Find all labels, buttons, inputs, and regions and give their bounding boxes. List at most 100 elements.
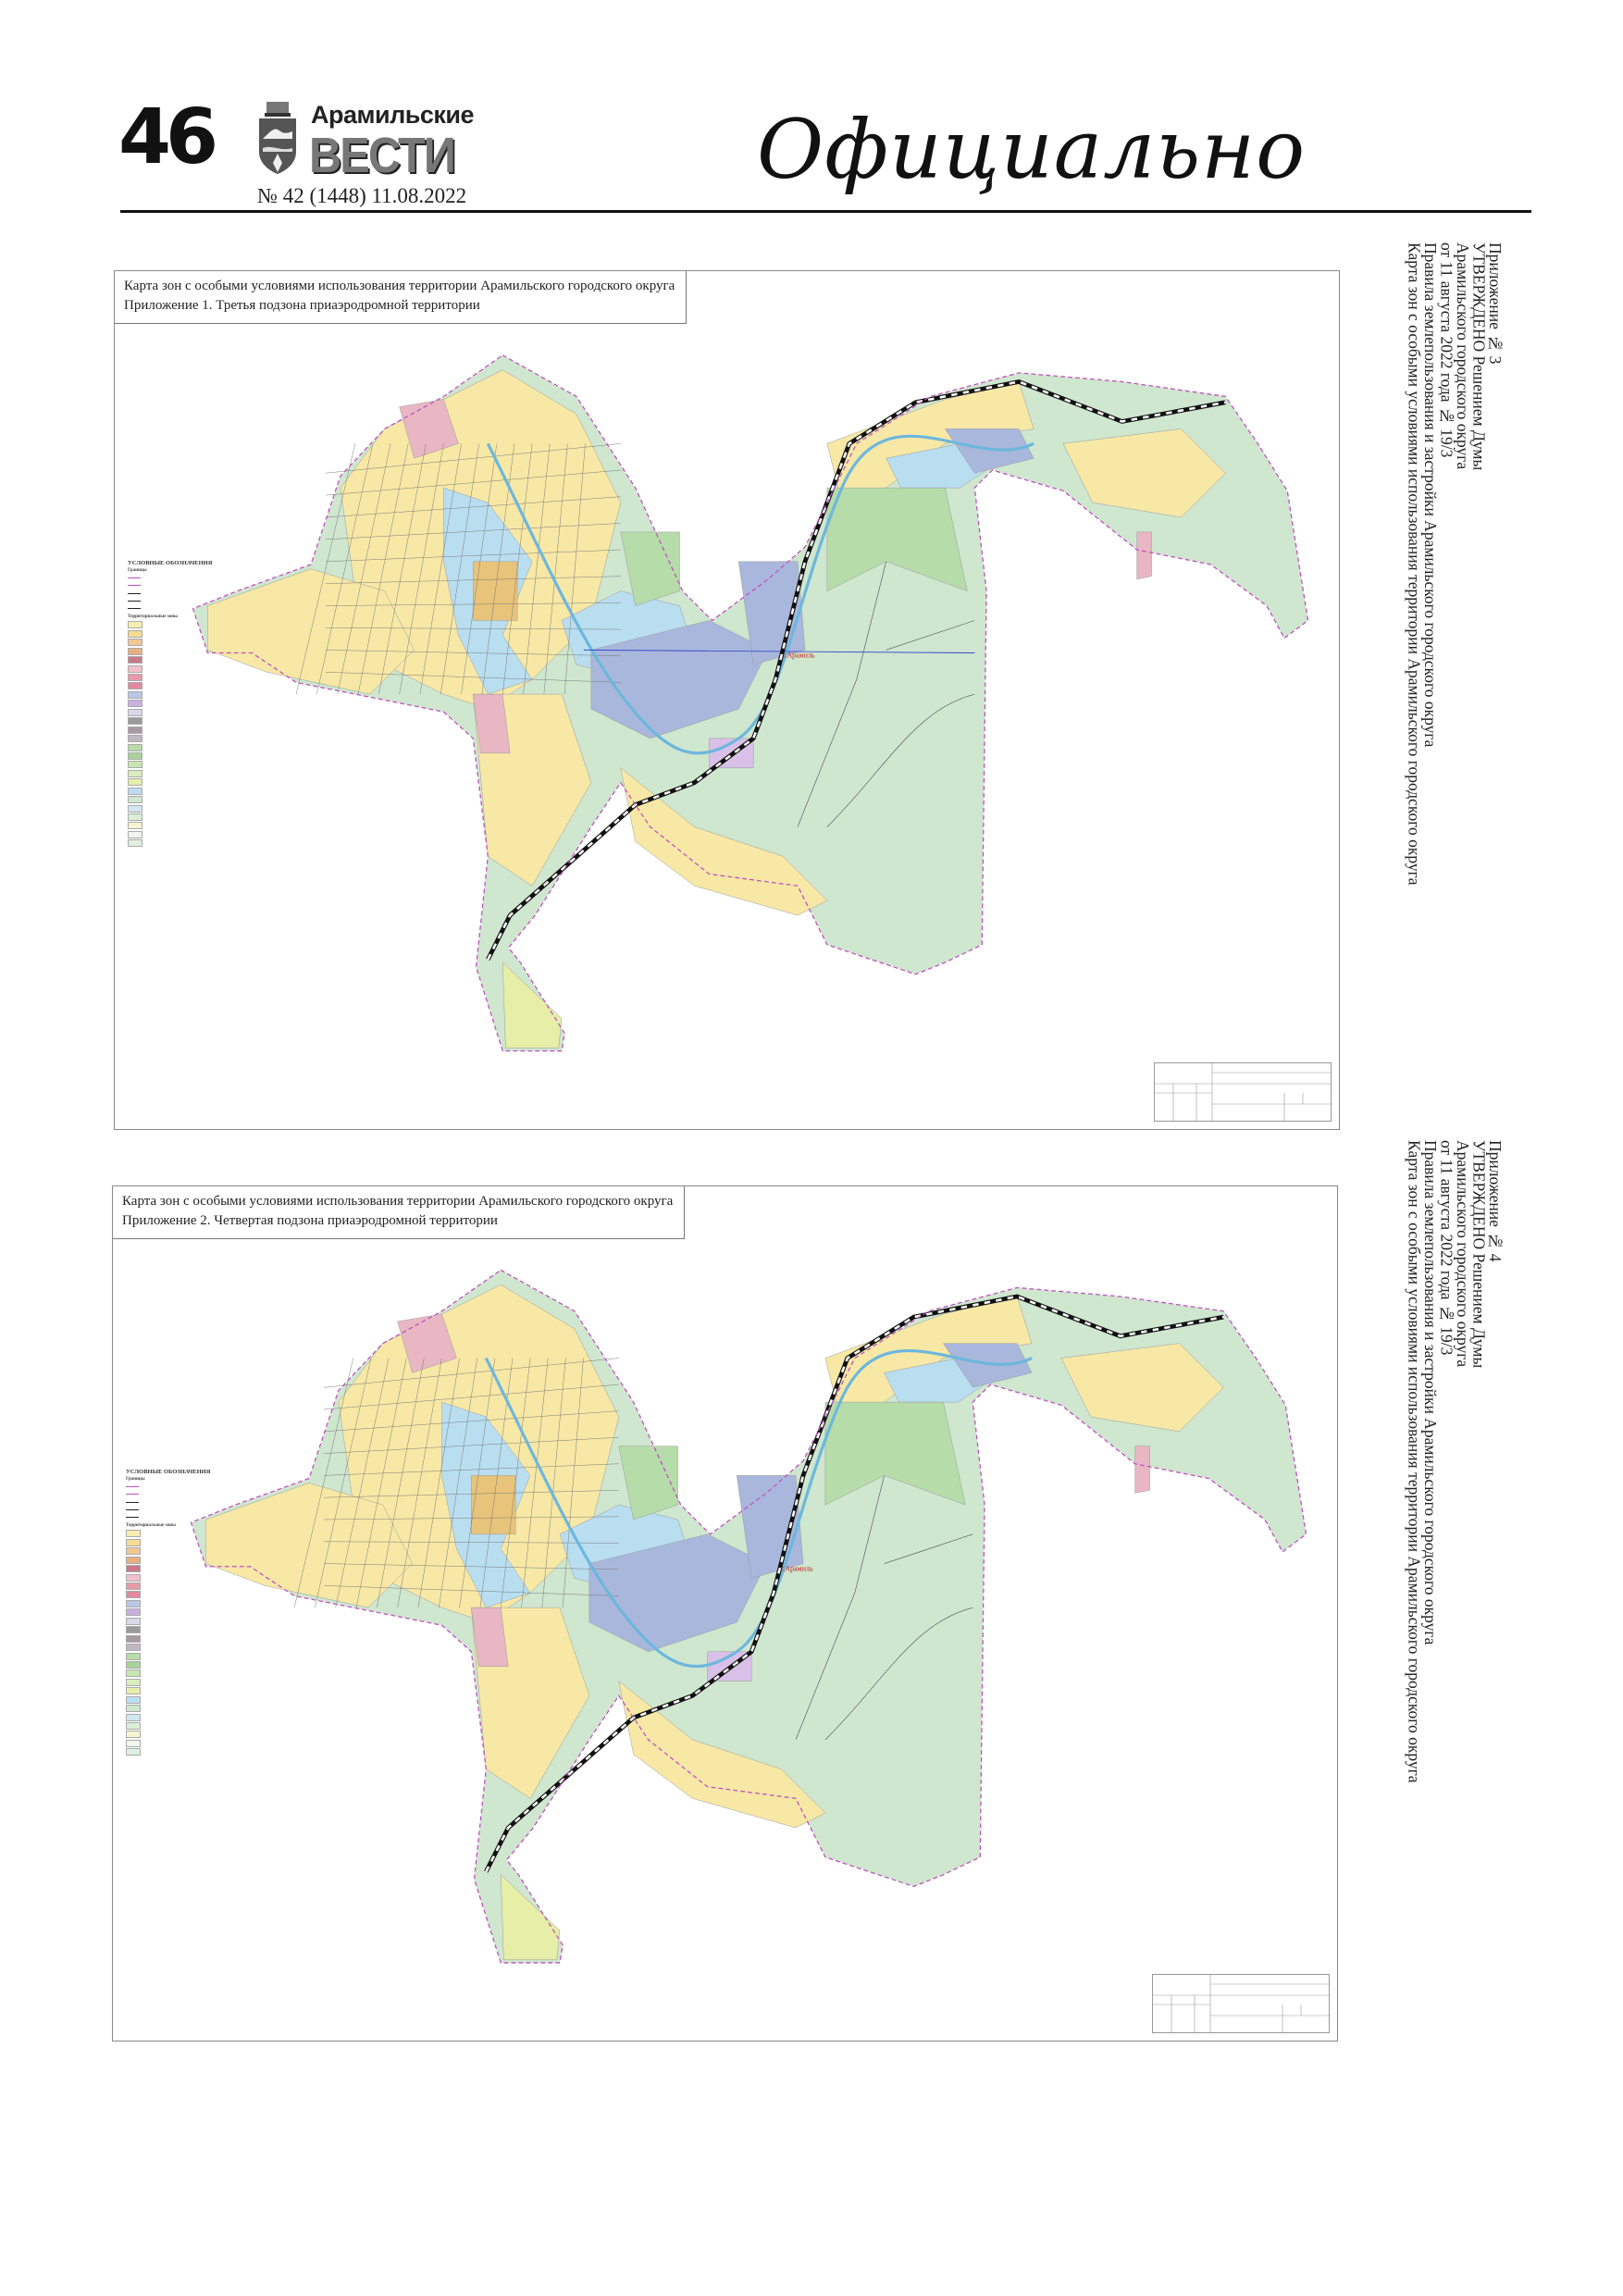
road-line <box>461 443 498 695</box>
legend-row <box>128 751 212 761</box>
legend-row <box>128 629 212 639</box>
zone-area <box>824 1401 966 1506</box>
side-line: Карта зон с особыми условиями использова… <box>1405 242 1424 886</box>
road-line <box>325 469 621 496</box>
river-line <box>484 1349 1033 1669</box>
road-line <box>323 1410 619 1433</box>
legend-row <box>126 1492 210 1499</box>
section-title: Официально <box>757 102 1307 197</box>
zone-area <box>1136 531 1152 580</box>
legend-swatch <box>128 647 142 655</box>
boundary-line <box>190 1269 1307 1964</box>
legend-swatch <box>126 1695 141 1704</box>
legend-swatch <box>128 839 142 848</box>
road-line <box>323 1585 619 1596</box>
legend-row <box>128 813 212 822</box>
road-line <box>357 443 409 695</box>
side-note-1: Приложение № 3 УТВЕРЖДЕНО Решением Думы … <box>1405 242 1505 886</box>
legend-swatch <box>126 1599 141 1607</box>
road-line <box>325 671 621 683</box>
legend-row <box>126 1687 210 1695</box>
legend-row <box>128 743 212 752</box>
legend-row <box>128 761 212 769</box>
road-line <box>323 1358 619 1388</box>
legend-row <box>128 656 212 664</box>
legend-row <box>126 1565 210 1573</box>
legend-swatch <box>126 1739 141 1747</box>
legend-swatch <box>126 1626 141 1634</box>
zone-area <box>944 428 1035 474</box>
legend-swatch <box>128 682 142 690</box>
legend-row <box>126 1484 210 1492</box>
legend-swatch <box>128 769 142 777</box>
road-line <box>316 443 374 695</box>
road-line <box>543 443 568 695</box>
legend-row <box>126 1713 210 1722</box>
legend-swatch <box>126 1573 141 1582</box>
legend-row <box>128 682 212 690</box>
track-line <box>797 561 975 827</box>
road-line <box>325 576 621 584</box>
road-line <box>541 1358 566 1608</box>
legend-row <box>126 1507 210 1514</box>
crest-icon <box>259 102 296 174</box>
zone-area <box>1134 1446 1150 1494</box>
legend-zones: Территориальные зоны <box>128 614 178 620</box>
legend-swatch <box>126 1565 141 1573</box>
map-appendix-1: г.Арамиль Карта зон с особыми условиями и… <box>114 270 1340 1130</box>
map-title-line2: Приложение 1. Третья подзона приаэродром… <box>124 298 480 313</box>
river-line <box>486 434 1035 755</box>
legend-row <box>126 1591 210 1599</box>
zone-area <box>1060 1343 1224 1433</box>
legend-row <box>128 700 212 708</box>
road-line <box>323 1384 619 1410</box>
zone-area <box>736 1475 804 1579</box>
legend-row <box>126 1626 210 1634</box>
road-line <box>323 1463 619 1476</box>
map-drawing: г.Арамиль <box>190 1269 1307 1964</box>
legend-row <box>126 1652 210 1661</box>
side-line: от 11 августа 2022 года № 19/3 <box>1437 1140 1456 1356</box>
road-line <box>521 1358 549 1608</box>
legend-row <box>128 726 212 735</box>
legend-swatch <box>128 621 142 629</box>
subzone-line <box>583 649 975 654</box>
legend-row <box>126 1547 210 1556</box>
legend-boundaries: Границы <box>126 1477 145 1483</box>
zone-area <box>618 1680 826 1829</box>
road-line <box>562 1358 584 1608</box>
title-block-stamp <box>1152 1974 1330 2033</box>
side-line: Приложение № 3 <box>1486 242 1505 365</box>
legend-swatch <box>126 1713 141 1721</box>
legend-row <box>128 598 212 605</box>
legend-swatch <box>126 1660 141 1669</box>
road-line <box>323 1490 619 1498</box>
track-line <box>795 1475 973 1741</box>
side-line: Приложение № 4 <box>1486 1140 1505 1262</box>
legend-swatch <box>126 1530 141 1538</box>
map-title: Карта зон с особыми условиями использова… <box>113 1186 686 1239</box>
legend-row <box>128 769 212 778</box>
legend-row <box>126 1634 210 1644</box>
legend-row <box>126 1722 210 1731</box>
brand-main: ВЕСТИ <box>309 128 456 183</box>
railway-line <box>485 1295 1224 1873</box>
road-line <box>323 1436 619 1454</box>
map-title-line2: Приложение 2. Четвертая подзона приаэрод… <box>122 1213 498 1228</box>
place-label: г.Арамиль <box>781 1565 813 1573</box>
legend-row <box>128 804 212 813</box>
legend-swatch <box>126 1634 141 1643</box>
legend-row <box>126 1573 210 1582</box>
road-line <box>323 1516 619 1520</box>
road-line <box>419 443 462 695</box>
map-title-line1: Карта зон с особыми условиями использова… <box>122 1194 674 1209</box>
road-line <box>325 627 621 630</box>
legend-swatch <box>128 761 142 769</box>
legend-row <box>128 717 212 726</box>
zone-area <box>618 1446 678 1520</box>
road-line <box>355 1358 407 1608</box>
zone-area <box>942 1343 1033 1388</box>
issue-info: № 42 (1448) 11.08.2022 <box>257 184 467 207</box>
legend-row <box>126 1530 210 1538</box>
legend-swatch <box>126 1617 141 1625</box>
